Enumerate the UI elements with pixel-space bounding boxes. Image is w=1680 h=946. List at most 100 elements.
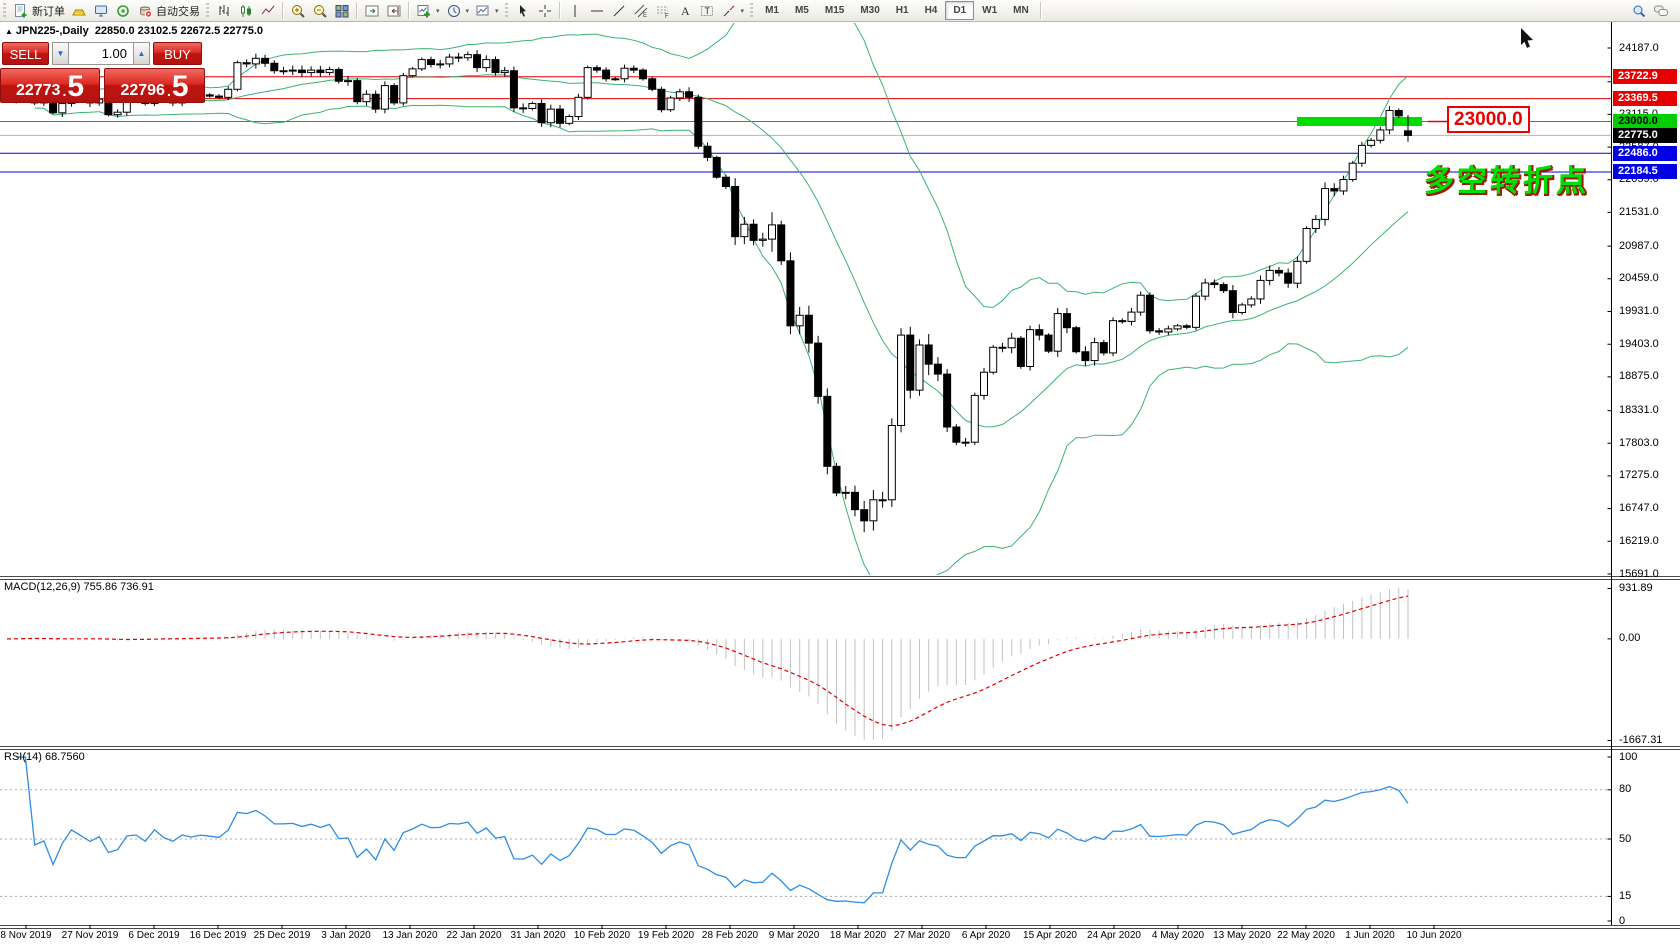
candle — [390, 83, 399, 106]
timeframe-M30[interactable]: M30 — [852, 1, 887, 20]
candle — [362, 90, 371, 106]
candle — [1191, 293, 1200, 331]
timeframe-MN[interactable]: MN — [1005, 1, 1037, 20]
candle — [629, 65, 638, 73]
vertical-line-button[interactable] — [564, 1, 586, 21]
trendline-icon — [611, 3, 627, 19]
candle — [860, 500, 869, 533]
candle — [878, 491, 887, 508]
dropdown-arrow-icon: ▾ — [740, 7, 745, 15]
toolbar-grip[interactable] — [3, 3, 6, 18]
text-button[interactable]: A — [674, 1, 696, 21]
metaeditor-icon — [93, 3, 109, 19]
volume-increase-button[interactable]: ▲ — [133, 42, 150, 65]
timeframe-H1[interactable]: H1 — [888, 1, 917, 20]
candle — [685, 87, 694, 102]
candle — [1394, 108, 1403, 118]
price-level-callout[interactable]: 23000.0 — [1447, 106, 1530, 133]
macd-signal-line — [6, 595, 1409, 727]
candle — [1321, 182, 1330, 226]
green-level-bar[interactable] — [1297, 116, 1422, 126]
bar-chart-button[interactable] — [213, 1, 235, 21]
timeframe-M1[interactable]: M1 — [757, 1, 787, 20]
timeframe-M15[interactable]: M15 — [817, 1, 852, 20]
signals-button[interactable] — [112, 1, 134, 21]
new-chart-button[interactable]: ▾ — [413, 1, 443, 21]
line-chart-button[interactable] — [257, 1, 279, 21]
buy-price-panel[interactable]: 22796. 5 — [104, 68, 205, 103]
candle — [906, 326, 915, 399]
zoom-out-icon — [312, 3, 328, 19]
candle — [1238, 302, 1247, 315]
candle — [952, 424, 961, 446]
zoom-in-button[interactable] — [287, 1, 309, 21]
candle — [887, 418, 896, 507]
signals-icon — [115, 3, 131, 19]
candle — [850, 485, 859, 517]
candle — [307, 66, 316, 77]
search-button[interactable] — [1628, 1, 1650, 21]
chart-shift-button[interactable] — [383, 1, 405, 21]
buy-price-main: 22796 — [120, 81, 165, 99]
candle — [620, 64, 629, 83]
equidistant-channel-icon: E — [633, 3, 649, 19]
candle — [1062, 308, 1071, 334]
period-button[interactable]: ▾ — [443, 1, 473, 21]
collapse-triangle-icon[interactable]: ▲ — [5, 27, 13, 36]
new-order-button[interactable]: 新订单 — [10, 1, 68, 21]
period-clock-icon — [446, 3, 462, 19]
trendline-button[interactable] — [608, 1, 630, 21]
toolbar-grip[interactable] — [206, 3, 209, 18]
candle — [344, 76, 353, 86]
timeframe-M5[interactable]: M5 — [787, 1, 817, 20]
candle — [768, 212, 777, 252]
arrows-button[interactable]: ▾ — [718, 1, 748, 21]
sell-price-main: 22773 — [15, 81, 61, 99]
cursor-button[interactable] — [512, 1, 534, 21]
timeframe-W1[interactable]: W1 — [974, 1, 1005, 20]
candle — [224, 86, 233, 101]
candle — [519, 103, 528, 113]
candle — [1127, 308, 1136, 326]
sell-button[interactable]: SELL — [2, 42, 49, 65]
candle — [1265, 265, 1274, 286]
candle — [804, 305, 813, 353]
equidistant-channel-button[interactable]: E — [630, 1, 652, 21]
chat-button[interactable] — [1650, 1, 1672, 21]
candle — [1053, 307, 1062, 357]
sell-price-fraction: 5 — [67, 70, 85, 103]
horizontal-line-button[interactable] — [586, 1, 608, 21]
scroll-to-end-button[interactable] — [361, 1, 383, 21]
candle — [509, 66, 518, 112]
candle — [1311, 215, 1320, 233]
chart-ohlc-values: 22850.0 23102.5 22672.5 22775.0 — [94, 25, 264, 37]
sell-price-panel[interactable]: 22773. 5 — [0, 68, 100, 103]
text-label-button[interactable]: T — [696, 1, 718, 21]
candle — [279, 66, 288, 75]
timeframe-H4[interactable]: H4 — [917, 1, 946, 20]
candle — [1385, 106, 1394, 135]
volume-decrease-button[interactable]: ▼ — [52, 42, 69, 65]
timeframe-D1[interactable]: D1 — [945, 1, 975, 20]
candle — [270, 60, 279, 74]
candle — [1256, 275, 1265, 304]
autotrade-button[interactable]: 自动交易 — [134, 1, 203, 21]
candle — [777, 220, 786, 265]
candle — [408, 67, 417, 78]
toolbar-grip[interactable] — [750, 3, 754, 18]
toolbar-grip[interactable] — [504, 3, 508, 18]
candle — [1357, 141, 1366, 167]
chinese-annotation[interactable]: 多空转折点 — [1424, 165, 1589, 198]
template-button[interactable]: ▾ — [472, 1, 502, 21]
candlestick-chart-button[interactable] — [235, 1, 257, 21]
crosshair-button[interactable] — [534, 1, 556, 21]
zoom-out-button[interactable] — [309, 1, 331, 21]
tile-windows-button[interactable] — [331, 1, 353, 21]
buy-button[interactable]: BUY — [153, 42, 202, 65]
fibonacci-button[interactable]: F — [652, 1, 674, 21]
volume-input[interactable] — [69, 42, 133, 65]
market-watch-gold-button[interactable] — [68, 1, 90, 21]
metaeditor-button[interactable] — [90, 1, 112, 21]
